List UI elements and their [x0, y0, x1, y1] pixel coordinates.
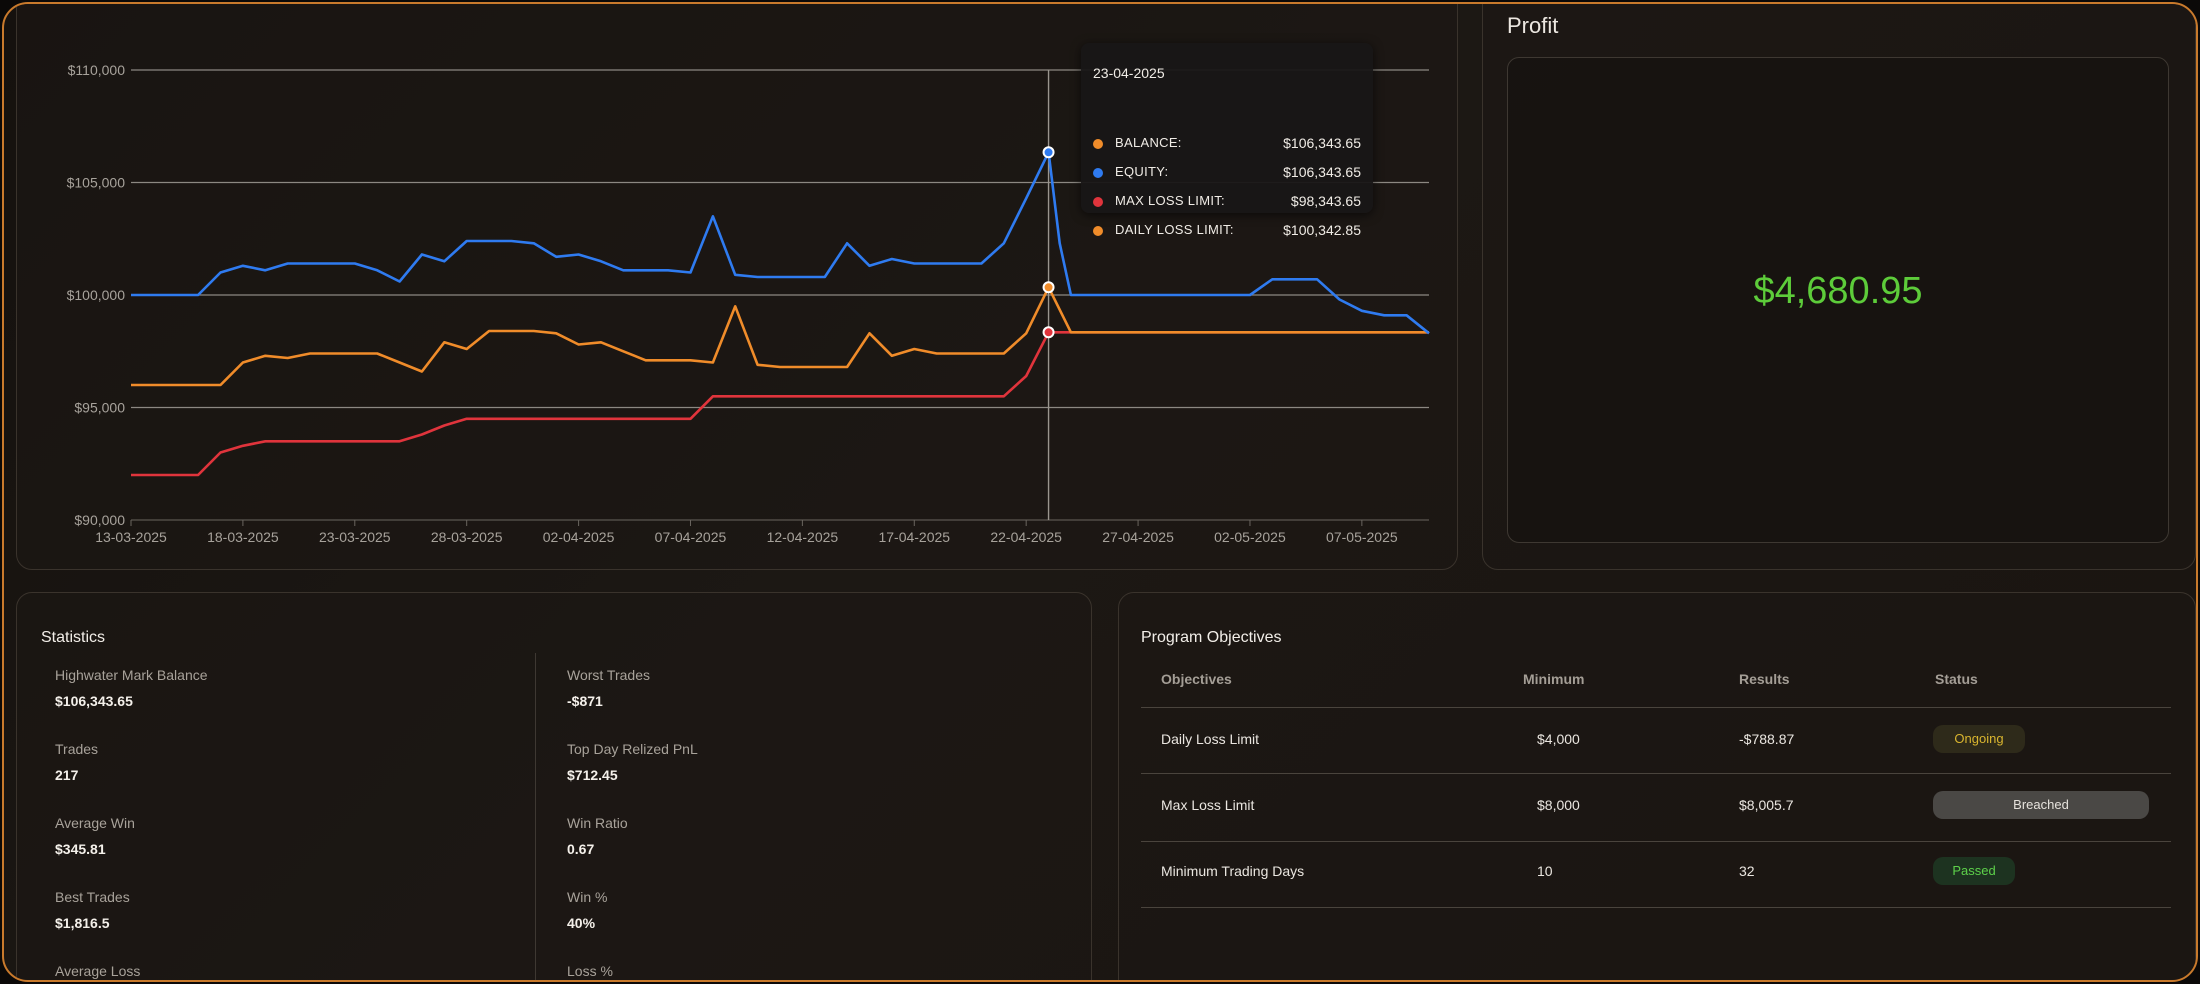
- tooltip-label: BALANCE:: [1115, 135, 1182, 150]
- x-tick-label: 28-03-2025: [431, 529, 503, 545]
- tooltip-value: $106,343.65: [1283, 164, 1361, 180]
- stat-value: $345.81: [55, 841, 106, 857]
- table-divider: [1141, 841, 2171, 842]
- table-divider: [1141, 907, 2171, 908]
- statistics-panel: Statistics Highwater Mark Balance $106,3…: [16, 592, 1092, 980]
- stat-label: Win %: [567, 889, 608, 905]
- statistics-title: Statistics: [41, 629, 106, 646]
- tooltip-row-max-loss: MAX LOSS LIMIT: $98,343.65: [1093, 193, 1363, 213]
- objective-name: Minimum Trading Days: [1161, 863, 1305, 879]
- stats-divider: [535, 653, 536, 980]
- balance-line: [131, 286, 1429, 387]
- tooltip-label: MAX LOSS LIMIT:: [1115, 193, 1225, 208]
- objective-minimum: $4,000: [1537, 731, 1580, 747]
- tooltip-value: $100,342.85: [1283, 222, 1361, 238]
- table-divider: [1141, 707, 2171, 708]
- x-tick-label: 17-04-2025: [878, 529, 950, 545]
- x-tick-label: 27-04-2025: [1102, 529, 1174, 545]
- x-tick-label: 23-03-2025: [319, 529, 391, 545]
- tooltip-row-equity: EQUITY: $106,343.65: [1093, 164, 1363, 184]
- column-header-results: Results: [1739, 671, 1790, 687]
- max-loss-line: [131, 331, 1429, 477]
- x-tick-label: 02-04-2025: [543, 529, 615, 545]
- stat-label: Average Loss: [55, 963, 141, 979]
- stat-value: $1,816.5: [55, 915, 110, 931]
- objectives-title: Program Objectives: [1141, 629, 1282, 646]
- tooltip-label: DAILY LOSS LIMIT:: [1115, 222, 1234, 237]
- x-tick-label: 22-04-2025: [990, 529, 1062, 545]
- stat-label: Highwater Mark Balance: [55, 667, 208, 683]
- stat-label: Worst Trades: [567, 667, 650, 683]
- equity-dot-icon: [1093, 168, 1103, 178]
- stat-label: Best Trades: [55, 889, 130, 905]
- stat-value: $106,343.65: [55, 693, 133, 709]
- column-header-objectives: Objectives: [1161, 671, 1232, 687]
- tooltip-row-daily-loss: DAILY LOSS LIMIT: $100,342.85: [1093, 222, 1363, 242]
- stat-label: Loss %: [567, 963, 613, 979]
- column-header-minimum: Minimum: [1523, 671, 1585, 687]
- profit-panel: Profit $4,680.95: [1482, 4, 2196, 570]
- objective-result: $8,005.7: [1739, 797, 1794, 813]
- tooltip-label: EQUITY:: [1115, 164, 1169, 179]
- x-tick-label: 02-05-2025: [1214, 529, 1286, 545]
- objective-minimum: $8,000: [1537, 797, 1580, 813]
- stat-label: Average Win: [55, 815, 135, 831]
- balance-dot-icon: [1093, 139, 1103, 149]
- objective-result: 32: [1739, 863, 1755, 879]
- y-tick-label: $110,000: [68, 62, 126, 78]
- y-tick-label: $105,000: [67, 175, 126, 191]
- equity-line: [131, 151, 1430, 335]
- table-divider: [1141, 773, 2171, 774]
- stat-value: 0.67: [567, 841, 595, 857]
- equity-chart-panel: $90,000 $95,000 $100,000 $105,000 $110,000 13…: [16, 2, 1458, 570]
- x-tick-label: 18-03-2025: [207, 529, 279, 545]
- tooltip-value: $98,343.65: [1290, 193, 1361, 209]
- stat-label: Win Ratio: [567, 815, 628, 831]
- stat-value: $712.45: [567, 767, 618, 783]
- stat-label: Top Day Relized PnL: [567, 741, 698, 757]
- profit-value: $4,680.95: [1753, 270, 1923, 312]
- highlight-point: [1042, 281, 1055, 294]
- x-tick-label: 07-04-2025: [655, 529, 727, 545]
- y-tick-label: $90,000: [74, 512, 125, 528]
- chart-tooltip: 23-04-2025 BALANCE: $106,343.65 EQUITY: …: [1081, 43, 1373, 238]
- stat-value: 217: [55, 767, 79, 783]
- max-loss-dot-icon: [1093, 197, 1103, 207]
- stat-label: Trades: [55, 741, 99, 757]
- objective-result: -$788.87: [1739, 731, 1795, 747]
- status-badge: Breached: [1933, 791, 2149, 819]
- program-objectives-panel: Program Objectives Objectives Minimum Re…: [1118, 592, 2196, 980]
- highlight-point: [1042, 326, 1055, 339]
- profit-title: Profit: [1507, 13, 1559, 38]
- x-tick-label: 13-03-2025: [95, 529, 167, 545]
- daily-loss-dot-icon: [1093, 226, 1103, 236]
- status-badge: Passed: [1933, 857, 2015, 885]
- tooltip-row-balance: BALANCE: $106,343.65: [1093, 135, 1363, 155]
- stat-value: 40%: [567, 915, 596, 931]
- tooltip-value: $106,343.65: [1283, 135, 1361, 151]
- y-tick-label: $95,000: [74, 400, 125, 416]
- x-tick-label: 12-04-2025: [767, 529, 839, 545]
- objective-minimum: 10: [1537, 863, 1553, 879]
- highlight-point: [1042, 146, 1055, 159]
- stat-value: -$871: [567, 693, 603, 709]
- column-header-status: Status: [1935, 671, 1978, 687]
- x-tick-label: 07-05-2025: [1326, 529, 1398, 545]
- y-tick-label: $100,000: [67, 287, 126, 303]
- tooltip-date: 23-04-2025: [1093, 65, 1165, 81]
- objective-name: Max Loss Limit: [1161, 797, 1255, 813]
- objective-name: Daily Loss Limit: [1161, 731, 1260, 747]
- equity-line-chart[interactable]: $90,000 $95,000 $100,000 $105,000 $110,000 13…: [17, 2, 1457, 569]
- profit-box: $4,680.95: [1507, 57, 2169, 543]
- status-badge: Ongoing: [1933, 725, 2025, 753]
